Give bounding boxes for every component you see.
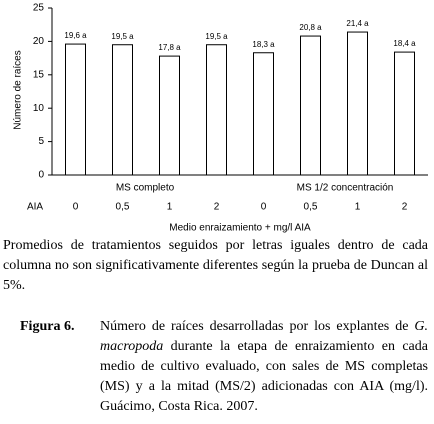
x-tick-label: 1 [355,202,361,213]
bar [206,44,227,176]
figure-label: Figura 6. [20,319,75,334]
value-label: 20,8 a [299,23,322,32]
bar [394,51,415,176]
x-tick-label: 2 [402,202,408,213]
value-label: 19,5 a [205,32,228,41]
x-tick-label: 2 [214,202,220,213]
group-label: MS 1/2 concentración [297,183,394,194]
y-tick-label: 20 [33,36,45,47]
bar [347,31,368,176]
x-tick-label: 1 [167,202,173,213]
group-label: MS completo [116,183,175,194]
bar [65,43,86,176]
value-label: 19,5 a [111,32,134,41]
bar [159,55,180,176]
value-label: 21,4 a [346,19,369,28]
bar [253,52,274,176]
caption-text: durante la etapa de enraizamiento en cad… [100,339,428,414]
y-tick-label: 15 [33,69,45,80]
value-label: 18,3 a [252,40,275,49]
caption-species: G. macropoda [100,319,428,354]
y-tick-label: 10 [33,103,45,114]
caption: Número de raíces desarrolladas por los e… [100,317,428,417]
x-tick-label: 0,5 [116,202,130,213]
value-label: 17,8 a [158,43,181,52]
y-axis-title: Número de raíces [13,50,24,129]
bar [300,35,321,176]
y-tick-label: 5 [38,136,44,147]
y-tick-label: 25 [33,3,45,14]
x-axis-title: Medio enraizamiento + mg/l AIA [169,223,311,234]
value-label: 18,4 a [393,39,416,48]
note: Promedios de tratamientos seguidos por l… [3,238,428,293]
bar [112,44,133,176]
x-tick-label: 0,5 [304,202,318,213]
value-label: 19,6 a [64,31,87,40]
chart: Número de raíces Medio enraizamiento + m… [13,3,428,234]
caption-text: Número de raíces desarrolladas por los e… [100,319,415,334]
x-prefix: AIA [27,202,43,213]
x-tick-label: 0 [73,202,79,213]
x-tick-label: 0 [261,202,267,213]
y-tick-label: 0 [38,170,44,181]
